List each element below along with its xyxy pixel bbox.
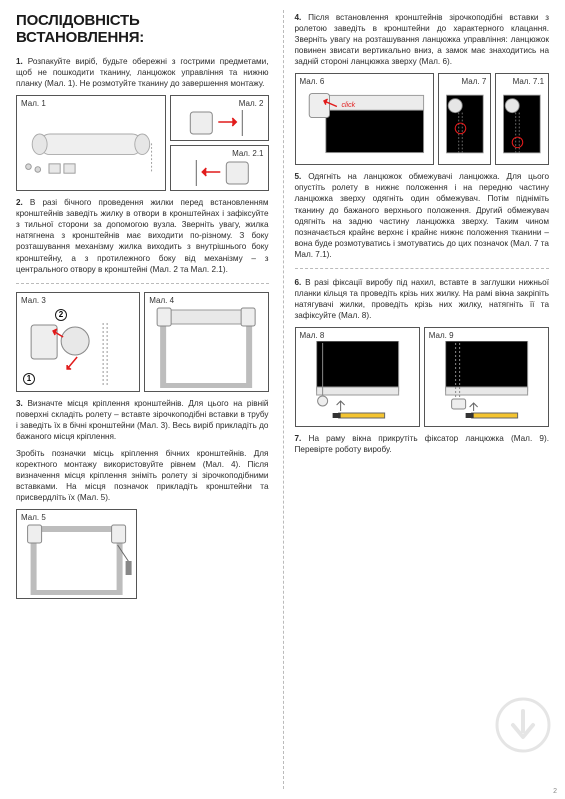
step-3a-text: 3. Визначте місця кріплення кронштейнів.… xyxy=(16,398,269,442)
figure-2-label: Мал. 2 xyxy=(239,99,264,108)
step-3a-body: Визначте місця кріплення кронштейнів. Дл… xyxy=(16,399,269,441)
figure-4-label: Мал. 4 xyxy=(149,296,174,305)
figure-2: Мал. 2 xyxy=(170,95,269,141)
figure-7-1: Мал. 7.1 xyxy=(495,73,549,165)
figure-2-1-label: Мал. 2.1 xyxy=(232,149,263,158)
figure-7-1-label: Мал. 7.1 xyxy=(513,77,544,86)
h-divider-right xyxy=(295,268,550,269)
page-title: ПОСЛІДОВНІСТЬ ВСТАНОВЛЕННЯ: xyxy=(16,12,269,46)
figure-1: Мал. 1 xyxy=(16,95,166,191)
figure-3-label: Мал. 3 xyxy=(21,296,46,305)
figure-9-label: Мал. 9 xyxy=(429,331,454,340)
figure-6: Мал. 6 click xyxy=(295,73,434,165)
step-6-body: В разі фіксації виробу під нахил, вставт… xyxy=(295,278,550,320)
figure-2-1: Мал. 2.1 xyxy=(170,145,269,191)
watermark-icon xyxy=(495,697,551,753)
step-1-body: Розпакуйте виріб, будьте обережні з гост… xyxy=(16,57,269,88)
step-4-body: Після встановлення кронштейнів зірочкопо… xyxy=(295,13,550,66)
figure-5-label: Мал. 5 xyxy=(21,513,46,522)
step-3b-text: Зробіть позначки місць кріплення бічних … xyxy=(16,448,269,503)
left-column: ПОСЛІДОВНІСТЬ ВСТАНОВЛЕННЯ: 1. Розпакуйт… xyxy=(0,0,283,799)
figure-1-label: Мал. 1 xyxy=(21,99,46,108)
figure-5: Мал. 5 xyxy=(16,509,137,599)
step-6-text: 6. В разі фіксації виробу під нахил, вст… xyxy=(295,277,550,321)
h-divider-left xyxy=(16,283,269,284)
step-4-text: 4. Після встановлення кронштейнів зірочк… xyxy=(295,12,550,67)
step-7-text: 7. На раму вікна прикрутіть фіксатор лан… xyxy=(295,433,550,455)
figure-8-label: Мал. 8 xyxy=(300,331,325,340)
figure-8: Мал. 8 xyxy=(295,327,420,427)
figure-9: Мал. 9 xyxy=(424,327,549,427)
fig-row-3: Мал. 5 xyxy=(16,509,269,599)
step-1-text: 1. Розпакуйте виріб, будьте обережні з г… xyxy=(16,56,269,89)
fig-row-2: Мал. 3 1 2 Мал. 4 xyxy=(16,292,269,392)
figure-7: Мал. 7 xyxy=(438,73,492,165)
figure-7-label: Мал. 7 xyxy=(462,77,487,86)
figure-4: Мал. 4 xyxy=(144,292,268,392)
fig-row-4: Мал. 6 click Мал. 7 xyxy=(295,73,550,165)
step-5-text: 5. Одягніть на ланцюжок обмежувачі ланцю… xyxy=(295,171,550,260)
step-2-text: 2. В разі бічного проведення жилки перед… xyxy=(16,197,269,274)
fig-row-5: Мал. 8 Мал. 9 xyxy=(295,327,550,427)
page-number: 2 xyxy=(553,788,557,795)
figure-6-label: Мал. 6 xyxy=(300,77,325,86)
click-label: click xyxy=(342,102,356,109)
right-column: 4. Після встановлення кронштейнів зірочк… xyxy=(283,0,565,799)
step-7-body: На раму вікна прикрутіть фіксатор ланцюж… xyxy=(295,434,549,454)
step-5-body: Одягніть на ланцюжок обмежувачі ланцюжка… xyxy=(295,172,550,258)
num-2: 2 xyxy=(55,309,67,321)
num-1: 1 xyxy=(23,373,35,385)
step-2-body: В разі бічного проведення жилки перед вс… xyxy=(16,198,269,273)
fig-row-1: Мал. 1 Мал. 2 xyxy=(16,95,269,191)
figure-3: Мал. 3 1 2 xyxy=(16,292,140,392)
